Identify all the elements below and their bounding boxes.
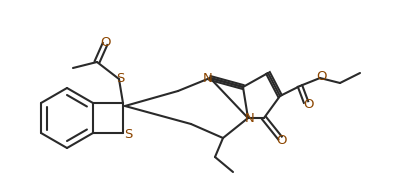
Text: S: S [124,128,132,142]
Text: S: S [116,71,124,84]
Text: N: N [203,71,213,84]
Text: O: O [303,98,313,112]
Text: O: O [101,36,111,49]
Text: O: O [276,135,286,147]
Text: O: O [316,70,326,84]
Text: N: N [245,112,255,124]
